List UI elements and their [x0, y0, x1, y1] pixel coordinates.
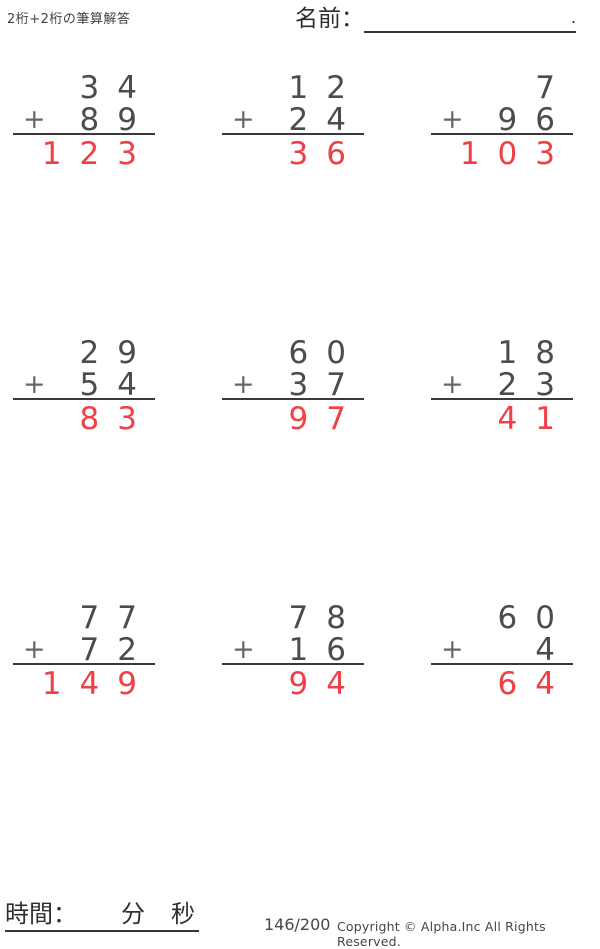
addition-problem-9: 60 + 4 64 — [431, 600, 573, 702]
plus-sign: + — [441, 104, 464, 135]
addend-top-row: 34 — [13, 70, 155, 106]
plus-sign: + — [23, 634, 46, 665]
answer-row: 94 — [222, 666, 364, 702]
plus-sign: + — [23, 369, 46, 400]
addition-problem-6: 18 + 23 41 — [431, 335, 573, 437]
addend-bottom-digits: 37 — [288, 367, 364, 403]
minutes-label: 分 — [121, 900, 145, 928]
seconds-label: 秒 — [171, 900, 195, 928]
addition-problem-7: 77 + 72 149 — [13, 600, 155, 702]
plus-sign: + — [441, 369, 464, 400]
sum-line — [222, 133, 364, 135]
addend-bottom-digits: 96 — [497, 102, 573, 138]
answer-row: 149 — [13, 666, 155, 702]
sum-line — [13, 663, 155, 665]
addend-top-digits: 60 — [497, 600, 573, 636]
name-field: 名前： . — [295, 5, 576, 33]
sum-line — [431, 133, 573, 135]
sum-line — [222, 398, 364, 400]
addend-top-row: 77 — [13, 600, 155, 636]
addend-top-digits: 60 — [288, 335, 364, 371]
addend-bottom-digits: 16 — [288, 632, 364, 668]
addition-problem-4: 29 + 54 83 — [13, 335, 155, 437]
answer-digits: 41 — [497, 401, 573, 437]
name-blank-line: . — [364, 5, 576, 33]
answer-row: 103 — [431, 136, 573, 172]
page-title: 2桁+2桁の筆算解答 — [7, 12, 131, 27]
plus-sign: + — [232, 104, 255, 135]
addend-bottom-digits: 4 — [535, 632, 573, 668]
sum-line — [13, 398, 155, 400]
answer-row: 97 — [222, 401, 364, 437]
addend-top-digits: 77 — [79, 600, 155, 636]
copyright-notice: Copyright © Alpha.Inc All Rights Reserve… — [337, 919, 546, 949]
addend-top-row: 7 — [431, 70, 573, 106]
sum-line — [13, 133, 155, 135]
name-label: 名前： — [295, 6, 364, 32]
answer-digits: 103 — [459, 136, 573, 172]
addend-bottom-row: 54 — [13, 367, 155, 403]
addend-bottom-row: 24 — [222, 102, 364, 138]
addition-problem-3: 7 + 96 103 — [431, 70, 573, 172]
page-number: 146/200 — [264, 915, 331, 934]
sum-line — [431, 663, 573, 665]
addition-problem-2: 12 + 24 36 — [222, 70, 364, 172]
addend-bottom-row: 37 — [222, 367, 364, 403]
addend-bottom-row: 16 — [222, 632, 364, 668]
answer-digits: 64 — [497, 666, 573, 702]
addend-top-row: 60 — [431, 600, 573, 636]
addend-top-digits: 18 — [497, 335, 573, 371]
sum-line — [431, 398, 573, 400]
answer-digits: 83 — [79, 401, 155, 437]
answer-digits: 123 — [41, 136, 155, 172]
answer-row: 123 — [13, 136, 155, 172]
plus-sign: + — [23, 104, 46, 135]
answer-digits: 36 — [288, 136, 364, 172]
addend-top-digits: 34 — [79, 70, 155, 106]
answer-digits: 94 — [288, 666, 364, 702]
addend-top-digits: 78 — [288, 600, 364, 636]
answer-row: 64 — [431, 666, 573, 702]
addend-top-row: 12 — [222, 70, 364, 106]
addend-bottom-row: 4 — [431, 632, 573, 668]
answer-digits: 97 — [288, 401, 364, 437]
time-field: 時間： 分 秒 — [5, 900, 199, 932]
plus-sign: + — [232, 369, 255, 400]
addend-top-digits: 7 — [535, 70, 573, 106]
addend-bottom-digits: 89 — [79, 102, 155, 138]
plus-sign: + — [232, 634, 255, 665]
plus-sign: + — [441, 634, 464, 665]
addend-top-digits: 29 — [79, 335, 155, 371]
addend-top-digits: 12 — [288, 70, 364, 106]
addend-top-row: 78 — [222, 600, 364, 636]
addend-bottom-row: 72 — [13, 632, 155, 668]
addend-bottom-digits: 24 — [288, 102, 364, 138]
answer-row: 83 — [13, 401, 155, 437]
answer-row: 41 — [431, 401, 573, 437]
addend-top-row: 60 — [222, 335, 364, 371]
addend-bottom-digits: 23 — [497, 367, 573, 403]
time-label: 時間： — [5, 900, 77, 928]
addition-problem-1: 34 + 89 123 — [13, 70, 155, 172]
answer-digits: 149 — [41, 666, 155, 702]
addend-bottom-digits: 72 — [79, 632, 155, 668]
addend-bottom-digits: 54 — [79, 367, 155, 403]
problems-grid: 34 + 89 123 12 + 24 36 7 + 96 103 29 + 5… — [13, 70, 573, 702]
addend-bottom-row: 89 — [13, 102, 155, 138]
addition-problem-5: 60 + 37 97 — [222, 335, 364, 437]
answer-row: 36 — [222, 136, 364, 172]
addend-top-row: 18 — [431, 335, 573, 371]
addend-bottom-row: 96 — [431, 102, 573, 138]
addend-top-row: 29 — [13, 335, 155, 371]
addend-bottom-row: 23 — [431, 367, 573, 403]
addition-problem-8: 78 + 16 94 — [222, 600, 364, 702]
sum-line — [222, 663, 364, 665]
